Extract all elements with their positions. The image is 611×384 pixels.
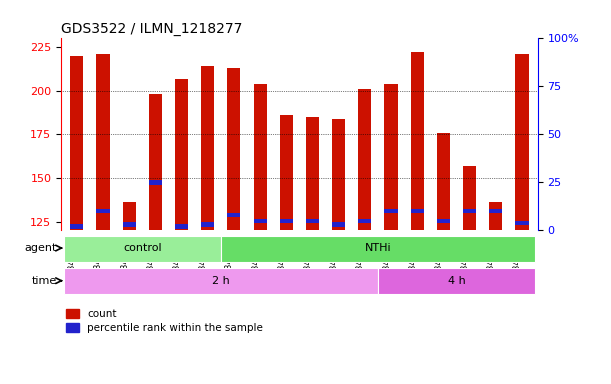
Bar <box>358 89 371 230</box>
Bar <box>516 54 529 230</box>
Bar <box>358 218 371 223</box>
Text: GDS3522 / ILMN_1218277: GDS3522 / ILMN_1218277 <box>61 22 243 36</box>
Text: NTHi: NTHi <box>365 243 391 253</box>
Bar <box>175 224 188 229</box>
Bar <box>378 268 535 294</box>
Bar <box>64 236 221 262</box>
Bar <box>254 218 266 223</box>
Bar <box>201 222 214 227</box>
Bar <box>463 166 476 230</box>
Bar <box>221 236 535 262</box>
Bar <box>437 132 450 230</box>
Bar <box>306 218 319 223</box>
Bar <box>175 79 188 230</box>
Bar <box>384 84 398 230</box>
Text: 2 h: 2 h <box>212 276 230 286</box>
Text: agent: agent <box>25 243 57 253</box>
Bar <box>149 94 162 230</box>
Bar <box>411 209 424 214</box>
Bar <box>516 220 529 225</box>
Bar <box>201 66 214 230</box>
Bar <box>384 209 398 214</box>
Bar <box>411 52 424 230</box>
Bar <box>123 222 136 227</box>
Bar <box>97 54 109 230</box>
Text: 4 h: 4 h <box>448 276 466 286</box>
Bar <box>280 115 293 230</box>
Bar <box>97 209 109 214</box>
Legend: count, percentile rank within the sample: count, percentile rank within the sample <box>67 309 263 333</box>
Bar <box>489 209 502 214</box>
Bar <box>332 119 345 230</box>
Bar <box>280 218 293 223</box>
Text: control: control <box>123 243 161 253</box>
Bar <box>463 209 476 214</box>
Bar <box>306 117 319 230</box>
Bar <box>227 68 241 230</box>
Bar <box>149 180 162 185</box>
Bar <box>227 213 241 217</box>
Bar <box>64 268 378 294</box>
Bar <box>70 224 83 229</box>
Bar <box>123 202 136 230</box>
Bar <box>70 56 83 230</box>
Bar <box>332 222 345 227</box>
Bar <box>254 84 266 230</box>
Bar <box>489 202 502 230</box>
Text: time: time <box>32 276 57 286</box>
Bar <box>437 218 450 223</box>
